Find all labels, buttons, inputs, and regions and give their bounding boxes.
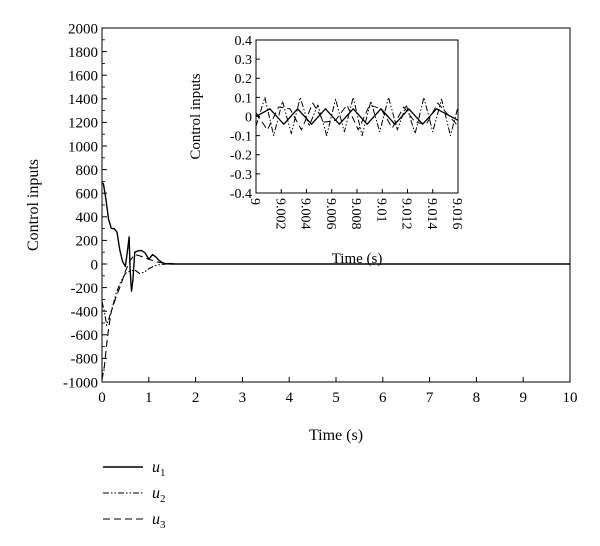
inset-series-line-u1 [255,108,459,125]
main-y-axis-label: Control inputs [25,159,42,251]
main-y-tick-label: -400 [71,304,99,320]
legend-label-u2: u2 [152,485,166,505]
main-y-tick-label: 200 [76,234,99,250]
inset-x-tick-label: 9.012 [399,198,414,230]
main-x-tick-label: 10 [563,390,578,406]
main-y-tick-label: 1600 [68,68,98,84]
main-x-tick-label: 6 [379,390,387,406]
main-x-tick-label: 7 [426,390,434,406]
inset-x-tick-label: 9.016 [449,198,464,230]
inset-x-axis-label: Time (s) [332,251,383,267]
main-x-tick-label: 5 [332,390,340,406]
legend-label-u1: u1 [152,459,166,479]
main-x-tick-label: 2 [192,390,200,406]
main-y-tick-label: -800 [71,352,99,368]
inset-y-tick-label: 0.2 [235,72,253,87]
main-x-tick-label: 3 [239,390,247,406]
main-x-tick-label: 9 [519,390,527,406]
main-x-tick-label: 0 [98,390,106,406]
inset-series-line-u3 [255,102,459,131]
main-plot-frame [101,27,571,383]
inset-x-tick-label: 9 [247,198,262,205]
main-y-tick-label: 1200 [68,116,98,132]
main-y-tick-label: 1400 [68,92,98,108]
main-series-line-u2 [101,263,570,326]
main-y-tick-label: -1000 [63,375,98,391]
main-y-tick-label: 600 [76,186,99,202]
main-y-tick-label: 1800 [68,45,98,61]
inset-y-axis-label: Control inputs [188,73,204,159]
inset-series-line-u2 [255,96,459,137]
inset-y-tick-label: -0.1 [230,130,252,145]
inset-plot: 9 9.002 9.004 9.006 9.008 9.01 9.012 9.014 9.016… [188,34,464,267]
inset-y-tick-label: -0.3 [230,168,252,183]
inset-x-tick-label: 9.002 [272,198,287,230]
legend: u1 u2 u3 [103,459,166,531]
main-x-axis-label: Time (s) [309,427,363,444]
main-x-tick-label: 1 [145,390,153,406]
inset-x-tick-label: 9.006 [323,198,338,230]
main-y-tick-label: 2000 [68,21,98,37]
main-y-tick-label: -200 [71,281,99,297]
main-y-tick-label: 0 [91,257,99,273]
main-y-tick-label: 800 [76,163,99,179]
main-y-tick-label: -600 [71,328,99,344]
main-x-tick-label: 4 [285,390,293,406]
main-series-line-u1 [101,182,570,292]
inset-plot-frame [255,39,459,194]
inset-x-tick-label: 9.014 [424,198,439,230]
inset-x-tick-label: 9.008 [348,198,363,230]
main-y-tick-label: 400 [76,210,99,226]
main-plot: 0 1 2 3 4 5 6 7 8 9 10 -1000 -800 -600 -400 -200 0 200 400… [25,21,578,444]
inset-y-tick-label: -0.4 [230,187,252,202]
inset-y-tick-label: 0.1 [235,91,253,106]
inset-y-tick-label: -0.2 [230,149,252,164]
inset-y-tick-label: 0 [245,110,252,125]
inset-x-tick-label: 9.004 [298,198,313,230]
legend-label-u3: u3 [152,511,166,531]
main-x-tick-label: 8 [473,390,481,406]
main-series-line-u3 [101,254,570,380]
inset-y-tick-label: 0.4 [235,34,253,49]
main-y-tick-label: 1000 [68,139,98,155]
inset-y-tick-label: 0.3 [235,53,253,68]
inset-x-tick-label: 9.01 [373,198,388,223]
